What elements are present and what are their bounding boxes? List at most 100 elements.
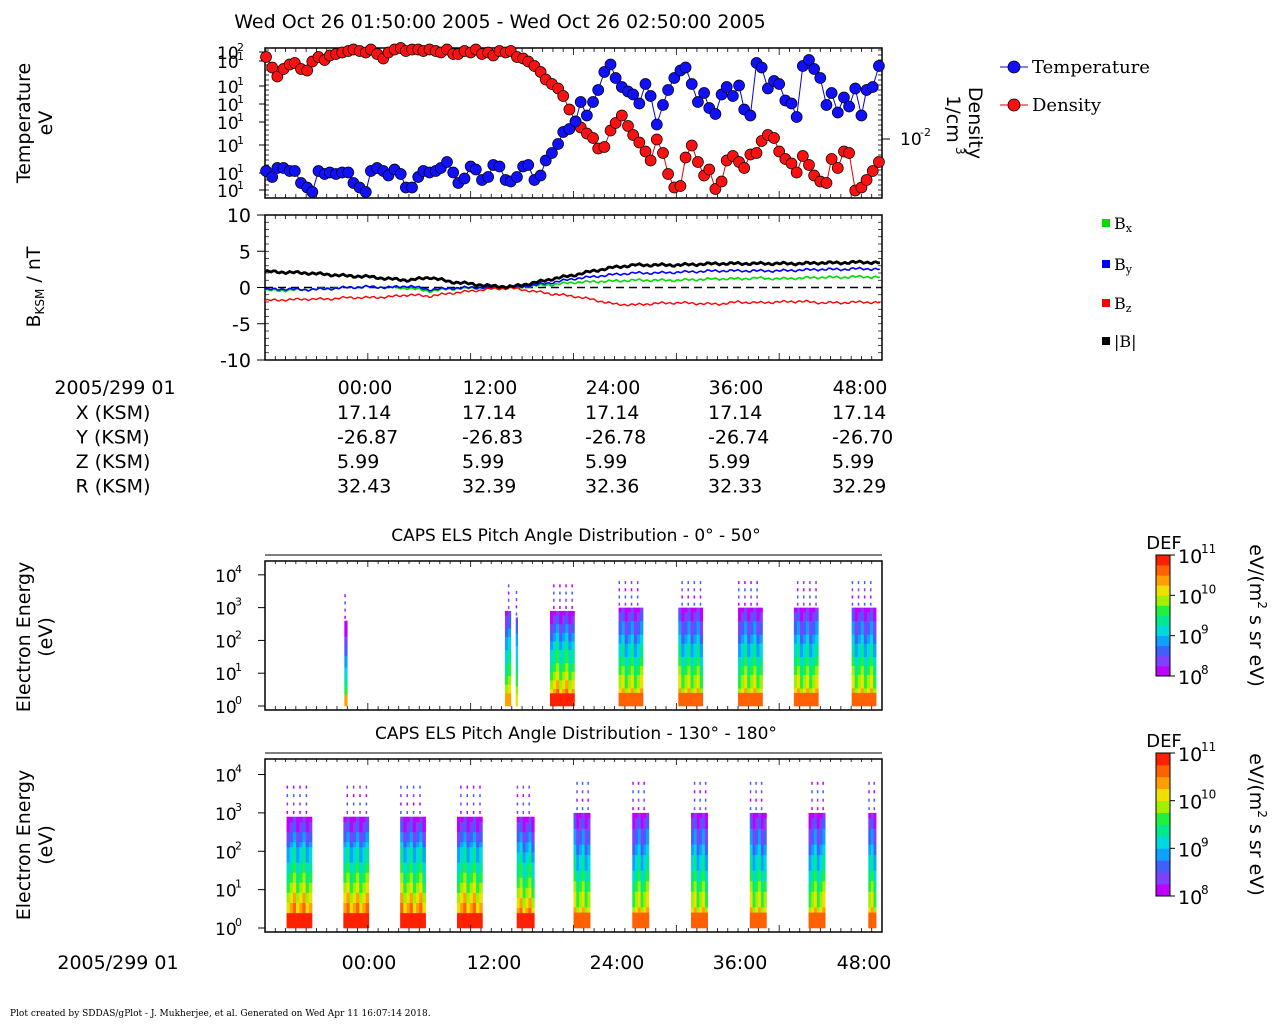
spectrogram-cell — [759, 697, 763, 702]
spectrogram-0-50-panel: CAPS ELS Pitch Angle Distribution - 0° -… — [13, 526, 1269, 718]
spectrogram-cell — [618, 656, 622, 662]
temperature-point — [266, 171, 279, 183]
spectrogram-cell — [814, 870, 818, 876]
spectrogram-cell — [678, 647, 682, 653]
spectrogram-cell — [403, 826, 407, 833]
spectrogram-cell — [305, 847, 310, 853]
spectrogram-cell — [636, 629, 641, 635]
spectrogram-cell — [796, 692, 801, 698]
ephemeris-time-tick: 48:00 — [833, 377, 888, 399]
spectrogram-cell — [343, 912, 347, 919]
spectrogram-cell — [292, 794, 295, 798]
spectrogram-cell — [640, 880, 644, 887]
spectrogram-cell — [738, 679, 742, 684]
spectrogram-cell — [687, 616, 691, 622]
spectrogram-cell — [463, 887, 467, 893]
spectrogram-cell — [515, 633, 518, 638]
spectrogram-cell — [763, 849, 767, 856]
bottom-time-tick: 00:00 — [342, 952, 397, 974]
ephemeris-value: 32.33 — [708, 476, 762, 498]
spectrogram-cell — [632, 812, 636, 819]
spectrogram-cell — [696, 634, 701, 640]
density-point — [615, 109, 628, 122]
spectrogram-cell — [809, 643, 813, 649]
colorbar-swatch — [1156, 809, 1170, 813]
spectrogram-cell — [400, 826, 404, 833]
spectrogram-cell — [815, 629, 819, 635]
spectrogram-cell — [857, 652, 862, 658]
ephemeris-rows: X (KSM) 17.14 17.14 17.14 17.14 17.14Y (KSM) -… — [75, 402, 893, 498]
density-point — [773, 145, 786, 158]
spectrogram-cell — [819, 917, 823, 924]
density-point — [622, 120, 634, 132]
spectrogram-cell — [759, 674, 763, 680]
spectrogram-cell — [687, 652, 691, 658]
spectrogram-cell — [759, 670, 763, 675]
spectrogram-cell — [627, 697, 632, 702]
spectrogram-cell — [515, 612, 518, 616]
spectrogram-cell — [870, 865, 874, 871]
spectrogram-cell — [571, 610, 575, 616]
temperature-point — [727, 90, 739, 102]
spectrogram-cell — [556, 662, 560, 668]
spectrogram-cell — [812, 674, 816, 680]
spectrogram-cell — [352, 872, 357, 878]
spectrogram-cell — [854, 607, 859, 613]
spectrogram-cell — [346, 847, 351, 853]
spectrogram-cell — [873, 798, 876, 802]
spectrogram-cell — [406, 907, 411, 914]
spectrogram-cell — [466, 802, 469, 806]
spectrogram-cell — [416, 842, 420, 848]
spectrogram-cell — [803, 634, 807, 640]
spectrogram-cell — [687, 656, 691, 662]
spectrogram-cell — [476, 877, 480, 883]
spectrogram-cell — [868, 912, 872, 918]
spectrogram-cell — [863, 701, 868, 707]
spectrogram-cell — [873, 621, 877, 626]
spectrogram-cell — [515, 637, 518, 642]
spectrogram-cell — [463, 857, 467, 863]
spectrogram-cell — [752, 859, 756, 866]
colorbar-swatch — [1156, 782, 1170, 787]
spectrogram-cell — [755, 828, 759, 835]
spectrogram-cell — [822, 833, 826, 840]
spectrogram-cell — [356, 836, 360, 843]
spectrogram-cell — [741, 634, 745, 640]
spectrogram-cell — [409, 862, 414, 868]
spectrogram-cell — [796, 701, 801, 707]
spectrogram-cell — [463, 882, 467, 888]
spectrogram-cell — [816, 896, 820, 903]
spectrogram-cell — [559, 680, 563, 685]
spectrogram-cell — [406, 852, 411, 858]
spectrogram-cell — [822, 807, 824, 811]
spectrogram-cell — [419, 912, 423, 919]
spectrogram-cell — [406, 794, 409, 798]
spectrogram-cell — [747, 607, 751, 613]
bfield-tick-label: 0 — [239, 278, 251, 300]
spectrogram-cell — [289, 917, 294, 924]
spectrogram-cell — [870, 612, 874, 617]
temperature-tick-exp: 1 — [237, 134, 244, 147]
spectrogram-cell — [630, 674, 635, 680]
spectrogram-cell — [403, 816, 407, 823]
spectrogram-cell — [646, 844, 650, 850]
spectrogram-cell — [504, 615, 509, 620]
spectrogram-cell — [460, 902, 464, 909]
spectrogram-cell — [621, 647, 625, 653]
spectrogram-cell — [863, 683, 868, 689]
spectrogram-cell — [681, 629, 685, 635]
spectrogram-cell — [808, 833, 812, 840]
spectrogram-0-50-title: CAPS ELS Pitch Angle Distribution - 0° -… — [391, 526, 760, 546]
spectrogram-cell — [704, 907, 708, 913]
spectrogram-cell — [403, 831, 407, 838]
spectrogram-cell — [803, 688, 807, 693]
spectrogram-cell — [868, 880, 872, 887]
spectrogram-cell — [760, 880, 764, 887]
spectrogram-cell — [308, 922, 313, 929]
spectrogram-cell — [755, 886, 759, 892]
spectrogram-cell — [289, 857, 294, 863]
spectrogram-cell — [349, 816, 354, 823]
spectrogram-cell — [793, 656, 798, 662]
spectrogram-cell — [760, 891, 764, 897]
spectrogram-cell — [286, 857, 291, 863]
